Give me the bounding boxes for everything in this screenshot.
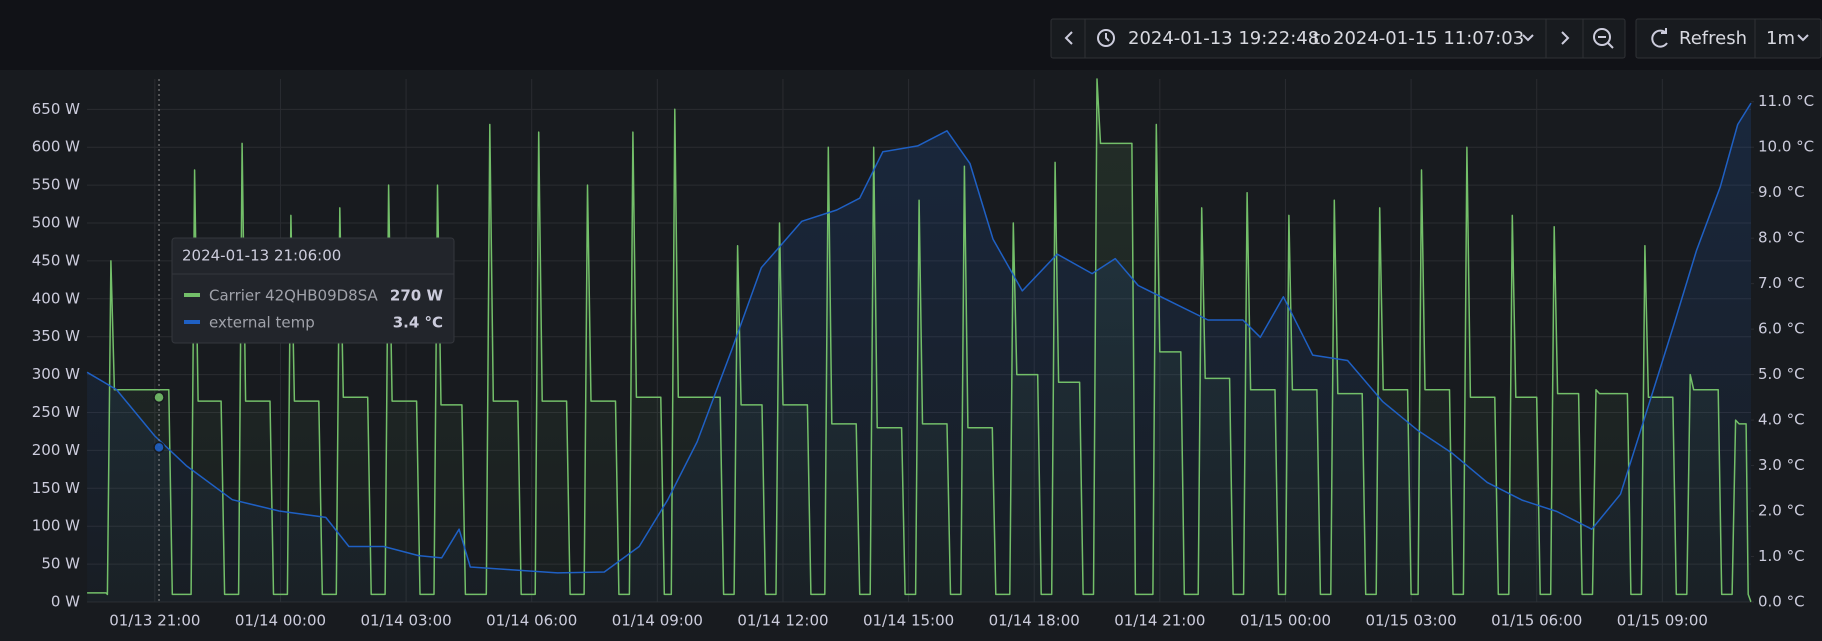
refresh-icon <box>1651 28 1668 48</box>
refresh-button[interactable]: Refresh <box>1679 28 1747 49</box>
x-tick-label: 01/14 12:00 <box>737 612 828 630</box>
y-tick-label: 350 W <box>32 327 80 345</box>
next-button[interactable] <box>1561 31 1570 45</box>
y2-tick-label: 6.0 °C <box>1758 320 1805 338</box>
y-tick-label: 650 W <box>32 100 80 118</box>
axes: 0 W 50 W 100 W 150 W 200 W 250 W 300 W 350 W 400… <box>32 92 1814 629</box>
y2-tick-label: 4.0 °C <box>1758 411 1805 429</box>
x-tick-label: 01/14 09:00 <box>612 612 703 630</box>
y-tick-label: 300 W <box>32 365 80 383</box>
time-to-word: to <box>1313 28 1331 49</box>
x-tick-label: 01/15 00:00 <box>1240 612 1331 630</box>
x-tick-label: 01/15 03:00 <box>1365 612 1456 630</box>
toolbar: 2024-01-13 19:22:48 to 2024-01-15 11:07:… <box>1050 18 1822 59</box>
tooltip-box <box>171 237 455 344</box>
x-tick-label: 01/13 21:00 <box>109 612 200 630</box>
x-tick-label: 01/15 09:00 <box>1617 612 1708 630</box>
y2-tick-label: 2.0 °C <box>1758 502 1805 520</box>
lines <box>86 78 1752 603</box>
cursor <box>153 79 165 602</box>
y2-tick-label: 7.0 °C <box>1758 274 1805 292</box>
y-tick-label: 50 W <box>41 555 80 573</box>
refresh-picker[interactable] <box>1635 18 1822 59</box>
y-tick-label: 100 W <box>32 517 80 535</box>
tooltip-series-name: Carrier 42QHB09D8SA <box>209 287 379 305</box>
y2-tick-label: 5.0 °C <box>1758 365 1805 383</box>
x-tick-label: 01/14 18:00 <box>989 612 1080 630</box>
series-line <box>87 78 1752 603</box>
zoom-icon <box>1598 36 1614 49</box>
y-tick-label: 600 W <box>32 138 80 156</box>
clock-hand <box>1105 33 1110 42</box>
x-tick-label: 01/14 06:00 <box>486 612 577 630</box>
range-chevron[interactable] <box>1522 34 1534 42</box>
cursor-point <box>153 391 165 404</box>
y2-tick-label: 1.0 °C <box>1758 547 1805 565</box>
y2-tick-label: 11.0 °C <box>1758 92 1814 110</box>
time-from[interactable]: 2024-01-13 19:22:48 <box>1128 28 1319 49</box>
y2-tick-label: 10.0 °C <box>1758 138 1814 156</box>
tooltip-value: 270 W <box>390 287 444 305</box>
series-line <box>86 102 1752 574</box>
x-tick-label: 01/14 00:00 <box>235 612 326 630</box>
x-tick-label: 01/14 03:00 <box>360 612 451 630</box>
tooltip-series-name: external temp <box>209 314 315 332</box>
y2-tick-label: 8.0 °C <box>1758 229 1805 247</box>
y-tick-label: 400 W <box>32 289 80 307</box>
clock-icon <box>1097 29 1115 47</box>
cursor-point <box>153 441 165 454</box>
x-tick-label: 01/14 21:00 <box>1114 612 1205 630</box>
interval-chevron[interactable] <box>1797 34 1809 42</box>
prev-button[interactable] <box>1064 31 1073 45</box>
y-tick-label: 500 W <box>32 214 80 232</box>
areas <box>87 79 1752 602</box>
y-tick-label: 0 W <box>51 593 80 611</box>
y-tick-label: 250 W <box>32 403 80 421</box>
y-tick-label: 200 W <box>32 441 80 459</box>
time-picker[interactable] <box>1050 18 1626 59</box>
refresh-interval[interactable]: 1m <box>1766 28 1795 49</box>
y-tick-label: 150 W <box>32 479 80 497</box>
y2-tick-label: 9.0 °C <box>1758 183 1805 201</box>
time-to[interactable]: 2024-01-15 11:07:03 <box>1333 28 1524 49</box>
tooltip-value: 3.4 °C <box>393 314 443 332</box>
tooltip: 2024-01-13 21:06:00 Carrier 42QHB09D8SA … <box>171 237 455 344</box>
tooltip-time: 2024-01-13 21:06:00 <box>182 247 341 265</box>
y2-tick-label: 0.0 °C <box>1758 593 1805 611</box>
series-area <box>87 103 1752 602</box>
y2-tick-label: 3.0 °C <box>1758 456 1805 474</box>
x-tick-label: 01/15 06:00 <box>1491 612 1582 630</box>
y-tick-label: 550 W <box>32 176 80 194</box>
y-tick-label: 450 W <box>32 251 80 269</box>
zoom-out-button[interactable] <box>1593 28 1611 46</box>
x-tick-label: 01/14 15:00 <box>863 612 954 630</box>
